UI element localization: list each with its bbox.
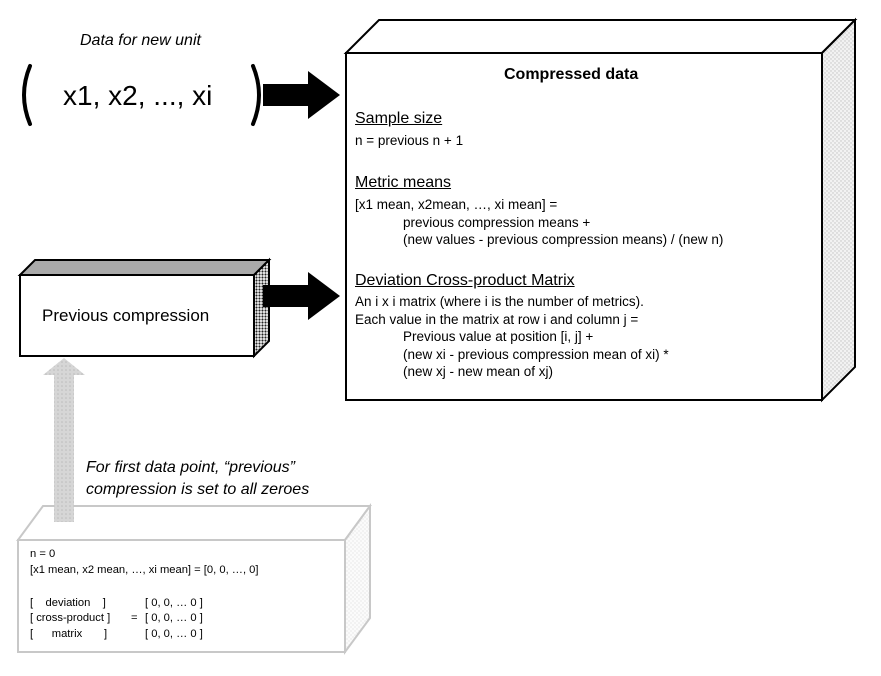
compressed-box-top: [343, 19, 858, 54]
zero-means-line: [x1 mean, x2 mean, …, xi mean] = [0, 0, …: [30, 564, 259, 576]
matrix-body: An i x i matrix (where i is the number o…: [355, 293, 669, 381]
first-point-note-line1: For first data point, “previous”: [86, 459, 295, 476]
matrix-heading: Deviation Cross-product Matrix: [355, 272, 575, 289]
sample-size-formula: n = previous n + 1: [355, 133, 464, 148]
metric-means-line2: previous compression means +: [403, 214, 591, 230]
compressed-box-front: [345, 52, 823, 401]
zero-row3-label: [ matrix ]: [30, 628, 108, 640]
metric-means-line3: (new values - previous compression means…: [403, 232, 724, 247]
metric-means-heading: Metric means: [355, 174, 452, 191]
right-paren: [251, 64, 261, 126]
matrix-line3: Previous value at position [i, j] +: [403, 329, 594, 344]
zero-row2-label: [ cross-product ]: [30, 612, 111, 624]
zero-box-front: [17, 539, 346, 653]
matrix-line1: An i x i matrix (where i is the number o…: [355, 294, 644, 309]
previous-box-front: [19, 274, 255, 357]
metric-means-line1: [x1 mean, x2mean, …, xi mean] =: [355, 197, 558, 212]
arrow-new-unit-to-compressed: [263, 71, 340, 119]
first-point-note-line2: compression is set to all zeroes: [86, 481, 310, 498]
zero-row2-value: [ 0, 0, … 0 ]: [145, 612, 203, 624]
sample-size-heading: Sample size: [355, 110, 443, 127]
new-unit-caption: Data for new unit: [80, 32, 201, 49]
zero-row2-equals: =: [131, 612, 138, 624]
zero-n-line: n = 0: [30, 548, 56, 560]
matrix-line4: (new xi - previous compression mean of x…: [403, 346, 669, 362]
previous-box-side: [253, 257, 270, 359]
matrix-line2: Each value in the matrix at row i and co…: [355, 311, 639, 327]
previous-box-top: [17, 259, 272, 276]
left-paren: [22, 64, 32, 126]
arrow-zero-to-previous: [43, 358, 85, 522]
zero-row1-value: [ 0, 0, … 0 ]: [145, 597, 203, 609]
zero-row3-value: [ 0, 0, … 0 ]: [145, 628, 203, 640]
matrix-line5: (new xj - new mean of xj): [403, 364, 554, 379]
new-unit-values: x1, x2, ..., xi: [63, 80, 213, 111]
arrow-previous-to-compressed: [263, 272, 340, 320]
compressed-box-side: [821, 17, 856, 403]
metric-means-body: [x1 mean, x2mean, …, xi mean] = previous…: [355, 196, 723, 249]
zero-row1-label: [ deviation ]: [30, 597, 106, 609]
previous-compression-label: Previous compression: [42, 306, 210, 325]
compressed-title: Compressed data: [504, 66, 639, 83]
